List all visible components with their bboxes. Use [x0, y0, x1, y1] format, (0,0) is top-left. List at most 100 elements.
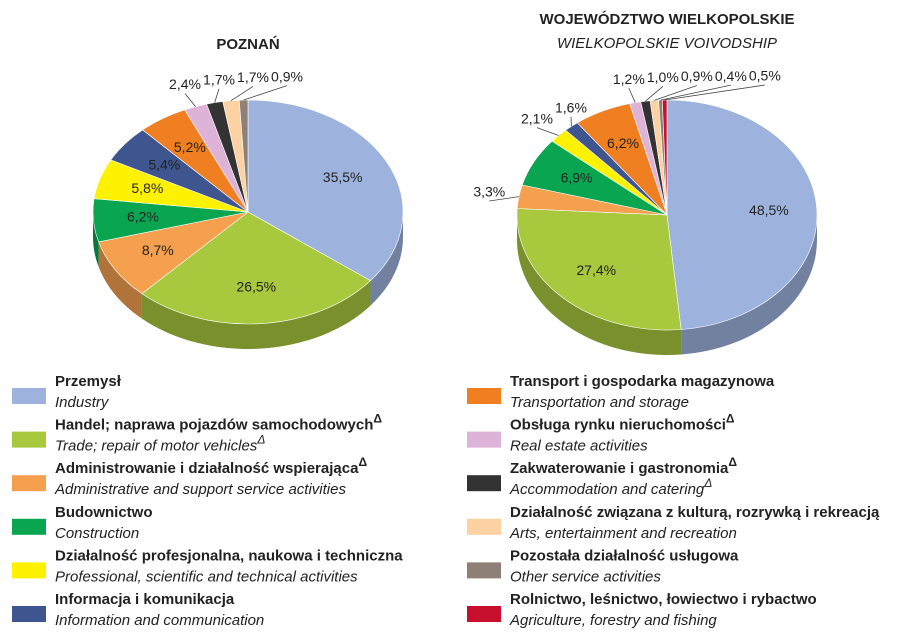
- chart-subtitle: WIELKOPOLSKIE VOIVODSHIP: [557, 35, 777, 52]
- legend-name: Rolnictwo, leśnictwo, łowiectwo i rybact…: [510, 591, 817, 608]
- slice: [141, 211, 371, 325]
- legend-name: Obsługa rynku nieruchomości: [510, 417, 726, 434]
- legend-name-en: Administrative and support service activ…: [54, 481, 346, 498]
- legend-name-en: Arts, entertainment and recreation: [509, 525, 737, 542]
- legend-label-en: Accommodation and cateringΔ: [509, 476, 712, 498]
- slice: [516, 208, 682, 331]
- legend-label-en: Arts, entertainment and recreation: [509, 525, 737, 542]
- value-label: 1,2%: [613, 71, 645, 87]
- value-label: 2,1%: [521, 110, 553, 126]
- legend-swatch: [467, 606, 501, 622]
- value-label: 0,9%: [271, 68, 303, 84]
- legend-name-en: Professional, scientific and technical a…: [55, 568, 358, 585]
- legend-name: Handel; naprawa pojazdów samochodowych: [55, 417, 373, 434]
- leader-line: [664, 84, 765, 101]
- slice-side: [370, 212, 404, 306]
- slice: [98, 211, 249, 295]
- value-label: 6,2%: [127, 208, 159, 224]
- leader-line: [214, 88, 220, 103]
- legend-label: Informacja i komunikacja: [55, 591, 235, 608]
- legend-label: Działalność profesjonalna, naukowa i tec…: [55, 547, 403, 564]
- leader-line: [184, 93, 196, 107]
- legend-label-en: Information and communication: [55, 612, 264, 629]
- leader-line: [654, 85, 697, 101]
- leader-line: [645, 86, 664, 102]
- legend-name: Administrowanie i działalność wspierając…: [55, 460, 359, 477]
- legend-name-en: Agriculture, forestry and fishing: [509, 612, 717, 629]
- chart-title: POZNAŃ: [216, 36, 279, 53]
- value-label: 0,5%: [749, 68, 781, 84]
- legend-name: Transport i gospodarka magazynowa: [510, 373, 775, 390]
- legend-label-en: Transportation and storage: [510, 394, 689, 411]
- legend-label-en: Professional, scientific and technical a…: [55, 568, 358, 585]
- value-label: 5,4%: [148, 156, 180, 172]
- legend-label: Budownictwo: [55, 504, 153, 521]
- value-label: 6,9%: [561, 170, 593, 186]
- slice-side: [681, 215, 817, 355]
- leader-line: [243, 85, 288, 101]
- legend-mark: Δ: [728, 455, 737, 469]
- legend-swatch: [467, 388, 501, 404]
- legend-label: Transport i gospodarka magazynowa: [510, 373, 775, 390]
- value-label: 1,7%: [203, 71, 235, 87]
- legend-label: Administrowanie i działalność wspierając…: [55, 455, 367, 477]
- leader-line: [230, 86, 254, 102]
- slice-side: [517, 215, 682, 355]
- legend-label: Rolnictwo, leśnictwo, łowiectwo i rybact…: [510, 591, 817, 608]
- legend-swatch: [12, 518, 46, 535]
- value-label: 1,6%: [555, 99, 587, 115]
- slice-side: [93, 212, 99, 267]
- legend-label-en: Agriculture, forestry and fishing: [509, 612, 717, 629]
- legend-label: Handel; naprawa pojazdów samochodowychΔ: [55, 412, 382, 434]
- leader-line: [660, 84, 731, 101]
- value-label: 26,5%: [236, 279, 276, 295]
- legend-label-en: Trade; repair of motor vehiclesΔ: [55, 433, 265, 455]
- leader-line: [628, 87, 636, 103]
- legend-swatch: [467, 475, 501, 492]
- legend-label: Obsługa rynku nieruchomościΔ: [510, 412, 735, 434]
- legend-swatch: [12, 431, 46, 448]
- legend-name: Informacja i komunikacja: [55, 591, 235, 608]
- legend-name-en: Industry: [55, 394, 110, 411]
- value-label: 3,3%: [473, 184, 505, 200]
- legend-label: Pozostała działalność usługowa: [510, 547, 739, 564]
- value-label: 8,7%: [142, 242, 174, 258]
- legend-name: Budownictwo: [55, 504, 153, 521]
- value-label: 35,5%: [323, 169, 363, 185]
- value-label: 5,2%: [174, 139, 206, 155]
- value-label: 48,5%: [749, 202, 789, 218]
- leader-line: [536, 127, 559, 136]
- legend-label-en: Other service activities: [510, 568, 661, 585]
- legend-name-en: Accommodation and catering: [509, 481, 705, 498]
- chart-title: WOJEWÓDZTWO WIELKOPOLSKIE: [540, 10, 795, 28]
- legend-swatch: [12, 475, 46, 492]
- legend-label: Działalność związana z kulturą, rozrywką…: [510, 504, 880, 521]
- value-label: 1,7%: [237, 69, 269, 85]
- legend-swatch: [12, 606, 46, 622]
- value-label: 2,4%: [169, 76, 201, 92]
- legend-label: Zakwaterowanie i gastronomiaΔ: [510, 455, 737, 477]
- legend-swatch: [467, 518, 501, 535]
- legend-name-en: Trade; repair of motor vehicles: [55, 438, 258, 455]
- slice-side: [141, 280, 371, 350]
- legend-name-en: Construction: [55, 525, 139, 542]
- legend-swatch: [12, 388, 46, 404]
- value-label: 27,4%: [576, 262, 616, 278]
- legend-name: Pozostała działalność usługowa: [510, 547, 739, 564]
- leader-line: [489, 196, 519, 202]
- legend-name-en: Other service activities: [510, 568, 661, 585]
- legend-mark: Δ: [726, 412, 735, 426]
- legend-swatch: [467, 562, 501, 579]
- value-label: 0,4%: [715, 68, 747, 84]
- slice-side: [98, 241, 142, 319]
- legend-label-en: Industry: [55, 394, 110, 411]
- legend-swatch: [12, 562, 46, 579]
- legend-swatch: [467, 431, 501, 448]
- legend-mark: Δ: [703, 476, 712, 490]
- legend-label-en: Real estate activities: [510, 438, 648, 455]
- legend-mark: Δ: [373, 412, 382, 426]
- value-label: 6,2%: [607, 135, 639, 151]
- legend-name: Działalność profesjonalna, naukowa i tec…: [55, 547, 403, 564]
- legend-label-en: Administrative and support service activ…: [54, 481, 346, 498]
